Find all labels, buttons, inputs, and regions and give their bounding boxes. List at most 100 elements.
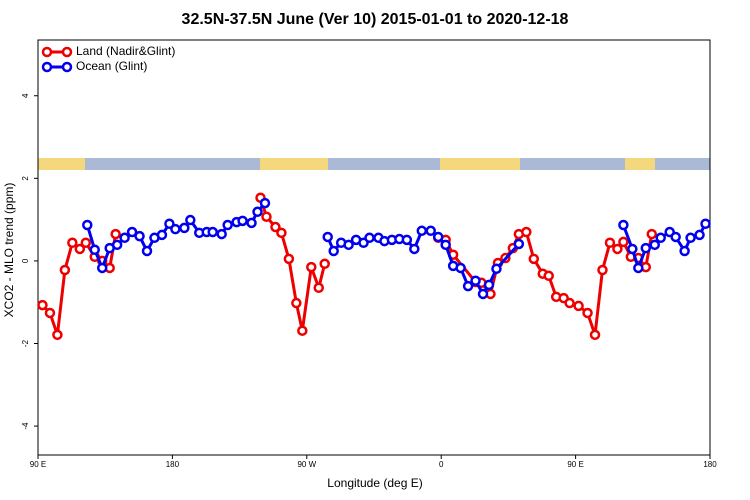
point bbox=[52, 329, 63, 341]
point bbox=[270, 221, 281, 233]
x-tick-label: 90 E bbox=[30, 460, 46, 469]
point bbox=[416, 225, 428, 237]
y-axis-label: XCO2 - MLO trend (ppm) bbox=[2, 183, 16, 318]
point bbox=[521, 226, 532, 238]
point bbox=[670, 231, 681, 243]
point bbox=[313, 282, 324, 294]
x-tick-label: 180 bbox=[703, 460, 717, 469]
point bbox=[618, 219, 629, 231]
point bbox=[141, 245, 153, 257]
point bbox=[111, 239, 123, 251]
point bbox=[80, 237, 92, 249]
point bbox=[237, 215, 248, 227]
point bbox=[261, 211, 272, 222]
point bbox=[222, 219, 233, 231]
point bbox=[612, 243, 623, 255]
point bbox=[401, 234, 413, 246]
point bbox=[306, 261, 317, 273]
point bbox=[425, 225, 436, 237]
point bbox=[82, 219, 93, 231]
legend-label: Land (Nadir&Glint) bbox=[76, 44, 175, 58]
point bbox=[528, 253, 540, 265]
legend-marker bbox=[41, 61, 53, 73]
plot-frame bbox=[37, 39, 711, 456]
point bbox=[440, 239, 451, 251]
x-tick-label: 0 bbox=[439, 460, 444, 469]
point bbox=[170, 223, 181, 235]
point bbox=[156, 229, 168, 241]
point bbox=[246, 217, 257, 229]
y-tick-label: 0 bbox=[21, 258, 30, 263]
legend-marker bbox=[61, 46, 73, 58]
x-tick-label: 90 E bbox=[567, 460, 583, 469]
point bbox=[646, 228, 658, 240]
point bbox=[297, 325, 308, 336]
point bbox=[134, 230, 145, 242]
x-axis-label: Longitude (deg E) bbox=[327, 476, 422, 490]
point bbox=[259, 197, 271, 209]
point bbox=[685, 232, 696, 244]
point bbox=[640, 242, 652, 254]
point bbox=[291, 297, 302, 309]
point bbox=[343, 239, 354, 251]
point bbox=[252, 206, 263, 218]
point bbox=[700, 218, 711, 230]
point bbox=[37, 299, 48, 311]
point bbox=[655, 232, 666, 244]
point bbox=[119, 232, 130, 244]
y-tick-label: -4 bbox=[21, 422, 30, 430]
x-tick-label: 90 W bbox=[297, 460, 316, 469]
point bbox=[627, 243, 638, 255]
point bbox=[649, 239, 660, 251]
point bbox=[322, 231, 333, 243]
point bbox=[44, 307, 56, 319]
point bbox=[179, 222, 190, 234]
map-strip bbox=[38, 158, 710, 170]
point bbox=[96, 262, 108, 274]
point bbox=[491, 263, 502, 275]
legend-marker bbox=[61, 61, 73, 73]
point bbox=[283, 253, 295, 265]
point bbox=[364, 232, 375, 244]
legend-label: Ocean (Glint) bbox=[76, 59, 147, 73]
x-tick-label: 180 bbox=[166, 460, 180, 469]
point bbox=[74, 243, 86, 255]
point bbox=[564, 297, 575, 309]
point bbox=[633, 262, 644, 274]
point bbox=[513, 238, 525, 250]
point bbox=[477, 288, 489, 300]
y-tick-label: 2 bbox=[21, 176, 30, 181]
point bbox=[319, 258, 330, 270]
point bbox=[470, 275, 481, 286]
point bbox=[573, 300, 584, 312]
y-tick-label: -2 bbox=[21, 339, 30, 347]
point bbox=[276, 227, 287, 239]
point bbox=[455, 262, 466, 274]
point bbox=[110, 228, 121, 240]
point bbox=[597, 264, 608, 276]
legend-marker bbox=[41, 46, 53, 58]
point bbox=[328, 245, 339, 257]
point bbox=[89, 244, 100, 256]
point bbox=[582, 307, 593, 319]
point bbox=[126, 226, 138, 238]
point bbox=[409, 243, 420, 255]
point bbox=[694, 229, 705, 241]
point bbox=[432, 231, 444, 243]
chart-title: 32.5N-37.5N June (Ver 10) 2015-01-01 to … bbox=[182, 11, 569, 28]
point bbox=[483, 279, 495, 291]
point bbox=[185, 214, 196, 226]
point bbox=[67, 237, 78, 249]
y-tick-label: 4 bbox=[21, 93, 30, 98]
series-line bbox=[41, 197, 654, 336]
point bbox=[589, 329, 601, 341]
point bbox=[604, 237, 616, 249]
point bbox=[462, 280, 474, 292]
point bbox=[543, 270, 554, 282]
point bbox=[679, 245, 690, 257]
point bbox=[216, 228, 227, 240]
point bbox=[59, 264, 71, 276]
point bbox=[618, 236, 629, 248]
point bbox=[207, 226, 218, 238]
